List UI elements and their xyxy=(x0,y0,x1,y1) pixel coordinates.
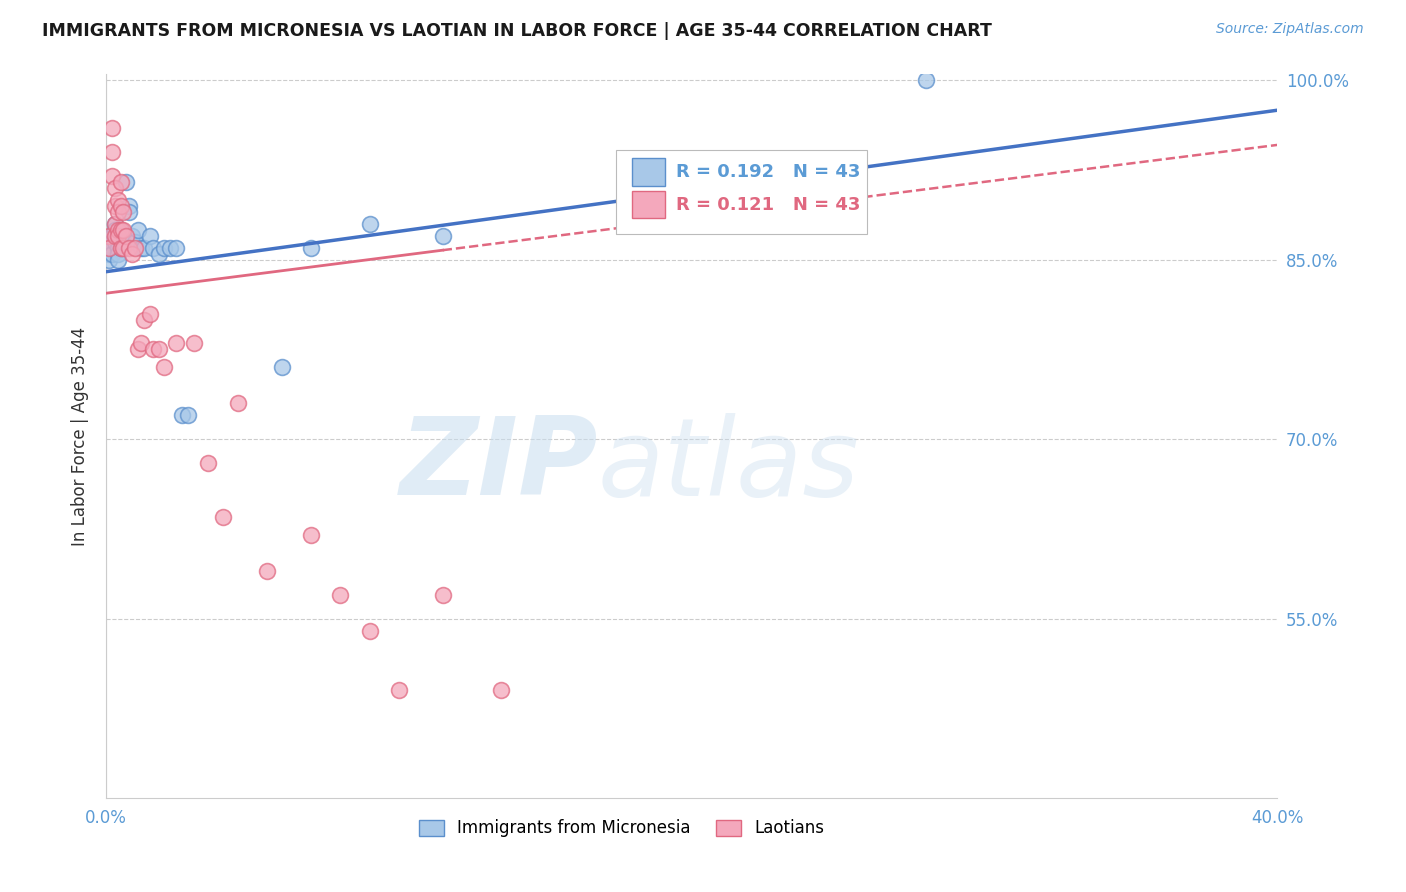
Point xyxy=(104,217,127,231)
Point xyxy=(112,235,135,249)
Point xyxy=(121,228,143,243)
Point xyxy=(104,228,127,243)
Point xyxy=(110,228,132,243)
Point xyxy=(104,217,127,231)
Point xyxy=(127,343,149,357)
Point xyxy=(100,145,122,159)
Point xyxy=(170,409,193,423)
Point xyxy=(139,307,162,321)
Point xyxy=(104,235,127,249)
Point xyxy=(104,228,127,243)
Point xyxy=(100,235,122,249)
Point xyxy=(915,73,938,87)
Point xyxy=(124,235,146,249)
Legend: Immigrants from Micronesia, Laotians: Immigrants from Micronesia, Laotians xyxy=(412,813,831,844)
Point xyxy=(107,193,129,207)
Point xyxy=(124,241,146,255)
Text: IMMIGRANTS FROM MICRONESIA VS LAOTIAN IN LABOR FORCE | AGE 35-44 CORRELATION CHA: IMMIGRANTS FROM MICRONESIA VS LAOTIAN IN… xyxy=(42,22,993,40)
Point xyxy=(159,241,181,255)
Point xyxy=(100,121,122,136)
Point xyxy=(110,241,132,255)
Point xyxy=(107,252,129,267)
Point xyxy=(104,223,127,237)
Point xyxy=(104,181,127,195)
Point xyxy=(110,241,132,255)
Point xyxy=(153,241,176,255)
Point xyxy=(359,624,381,638)
Point xyxy=(197,456,219,470)
Point xyxy=(110,223,132,237)
Point xyxy=(107,228,129,243)
Point xyxy=(129,241,152,255)
Point xyxy=(107,223,129,237)
Point xyxy=(226,396,249,410)
Point xyxy=(107,205,129,219)
Point xyxy=(129,336,152,351)
Point xyxy=(107,246,129,260)
Point xyxy=(165,241,187,255)
Point xyxy=(432,228,454,243)
Point xyxy=(107,241,129,255)
Point xyxy=(148,343,170,357)
Point xyxy=(112,223,135,237)
Point xyxy=(299,528,322,542)
Point xyxy=(359,217,381,231)
Point xyxy=(127,223,149,237)
Point xyxy=(112,228,135,243)
Point xyxy=(139,228,162,243)
Point xyxy=(177,409,200,423)
Point xyxy=(432,588,454,602)
Point xyxy=(97,252,120,267)
Bar xyxy=(631,191,665,219)
Point xyxy=(212,510,235,524)
Point xyxy=(118,241,141,255)
Point xyxy=(270,360,292,375)
Text: ZIP: ZIP xyxy=(399,412,598,518)
Point xyxy=(142,241,165,255)
Point xyxy=(100,241,122,255)
Point xyxy=(491,683,513,698)
Point xyxy=(110,223,132,237)
Point xyxy=(118,199,141,213)
Point xyxy=(256,564,278,578)
Point xyxy=(388,683,411,698)
Point xyxy=(107,228,129,243)
Point xyxy=(183,336,205,351)
Text: Source: ZipAtlas.com: Source: ZipAtlas.com xyxy=(1216,22,1364,37)
Point xyxy=(299,241,322,255)
Point xyxy=(153,360,176,375)
Point xyxy=(97,228,120,243)
Text: atlas: atlas xyxy=(598,413,860,517)
Point xyxy=(115,228,138,243)
Point xyxy=(165,336,187,351)
Point xyxy=(104,199,127,213)
Point xyxy=(110,199,132,213)
Point xyxy=(100,246,122,260)
Point xyxy=(118,205,141,219)
Text: R = 0.192   N = 43: R = 0.192 N = 43 xyxy=(676,163,860,181)
Point xyxy=(97,241,120,255)
Point xyxy=(110,175,132,189)
Point xyxy=(100,228,122,243)
Point xyxy=(148,246,170,260)
Y-axis label: In Labor Force | Age 35-44: In Labor Force | Age 35-44 xyxy=(72,326,89,546)
Point xyxy=(142,343,165,357)
FancyBboxPatch shape xyxy=(616,151,868,234)
Point xyxy=(132,241,155,255)
Point xyxy=(115,175,138,189)
Point xyxy=(97,241,120,255)
Text: R = 0.121   N = 43: R = 0.121 N = 43 xyxy=(676,195,860,213)
Point xyxy=(121,246,143,260)
Point xyxy=(132,312,155,326)
Point xyxy=(112,241,135,255)
Point xyxy=(329,588,352,602)
Point xyxy=(97,246,120,260)
Bar xyxy=(631,158,665,186)
Point xyxy=(112,205,135,219)
Point xyxy=(100,169,122,183)
Point xyxy=(107,235,129,249)
Point xyxy=(110,235,132,249)
